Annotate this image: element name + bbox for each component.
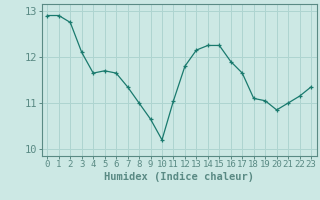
X-axis label: Humidex (Indice chaleur): Humidex (Indice chaleur)	[104, 172, 254, 182]
